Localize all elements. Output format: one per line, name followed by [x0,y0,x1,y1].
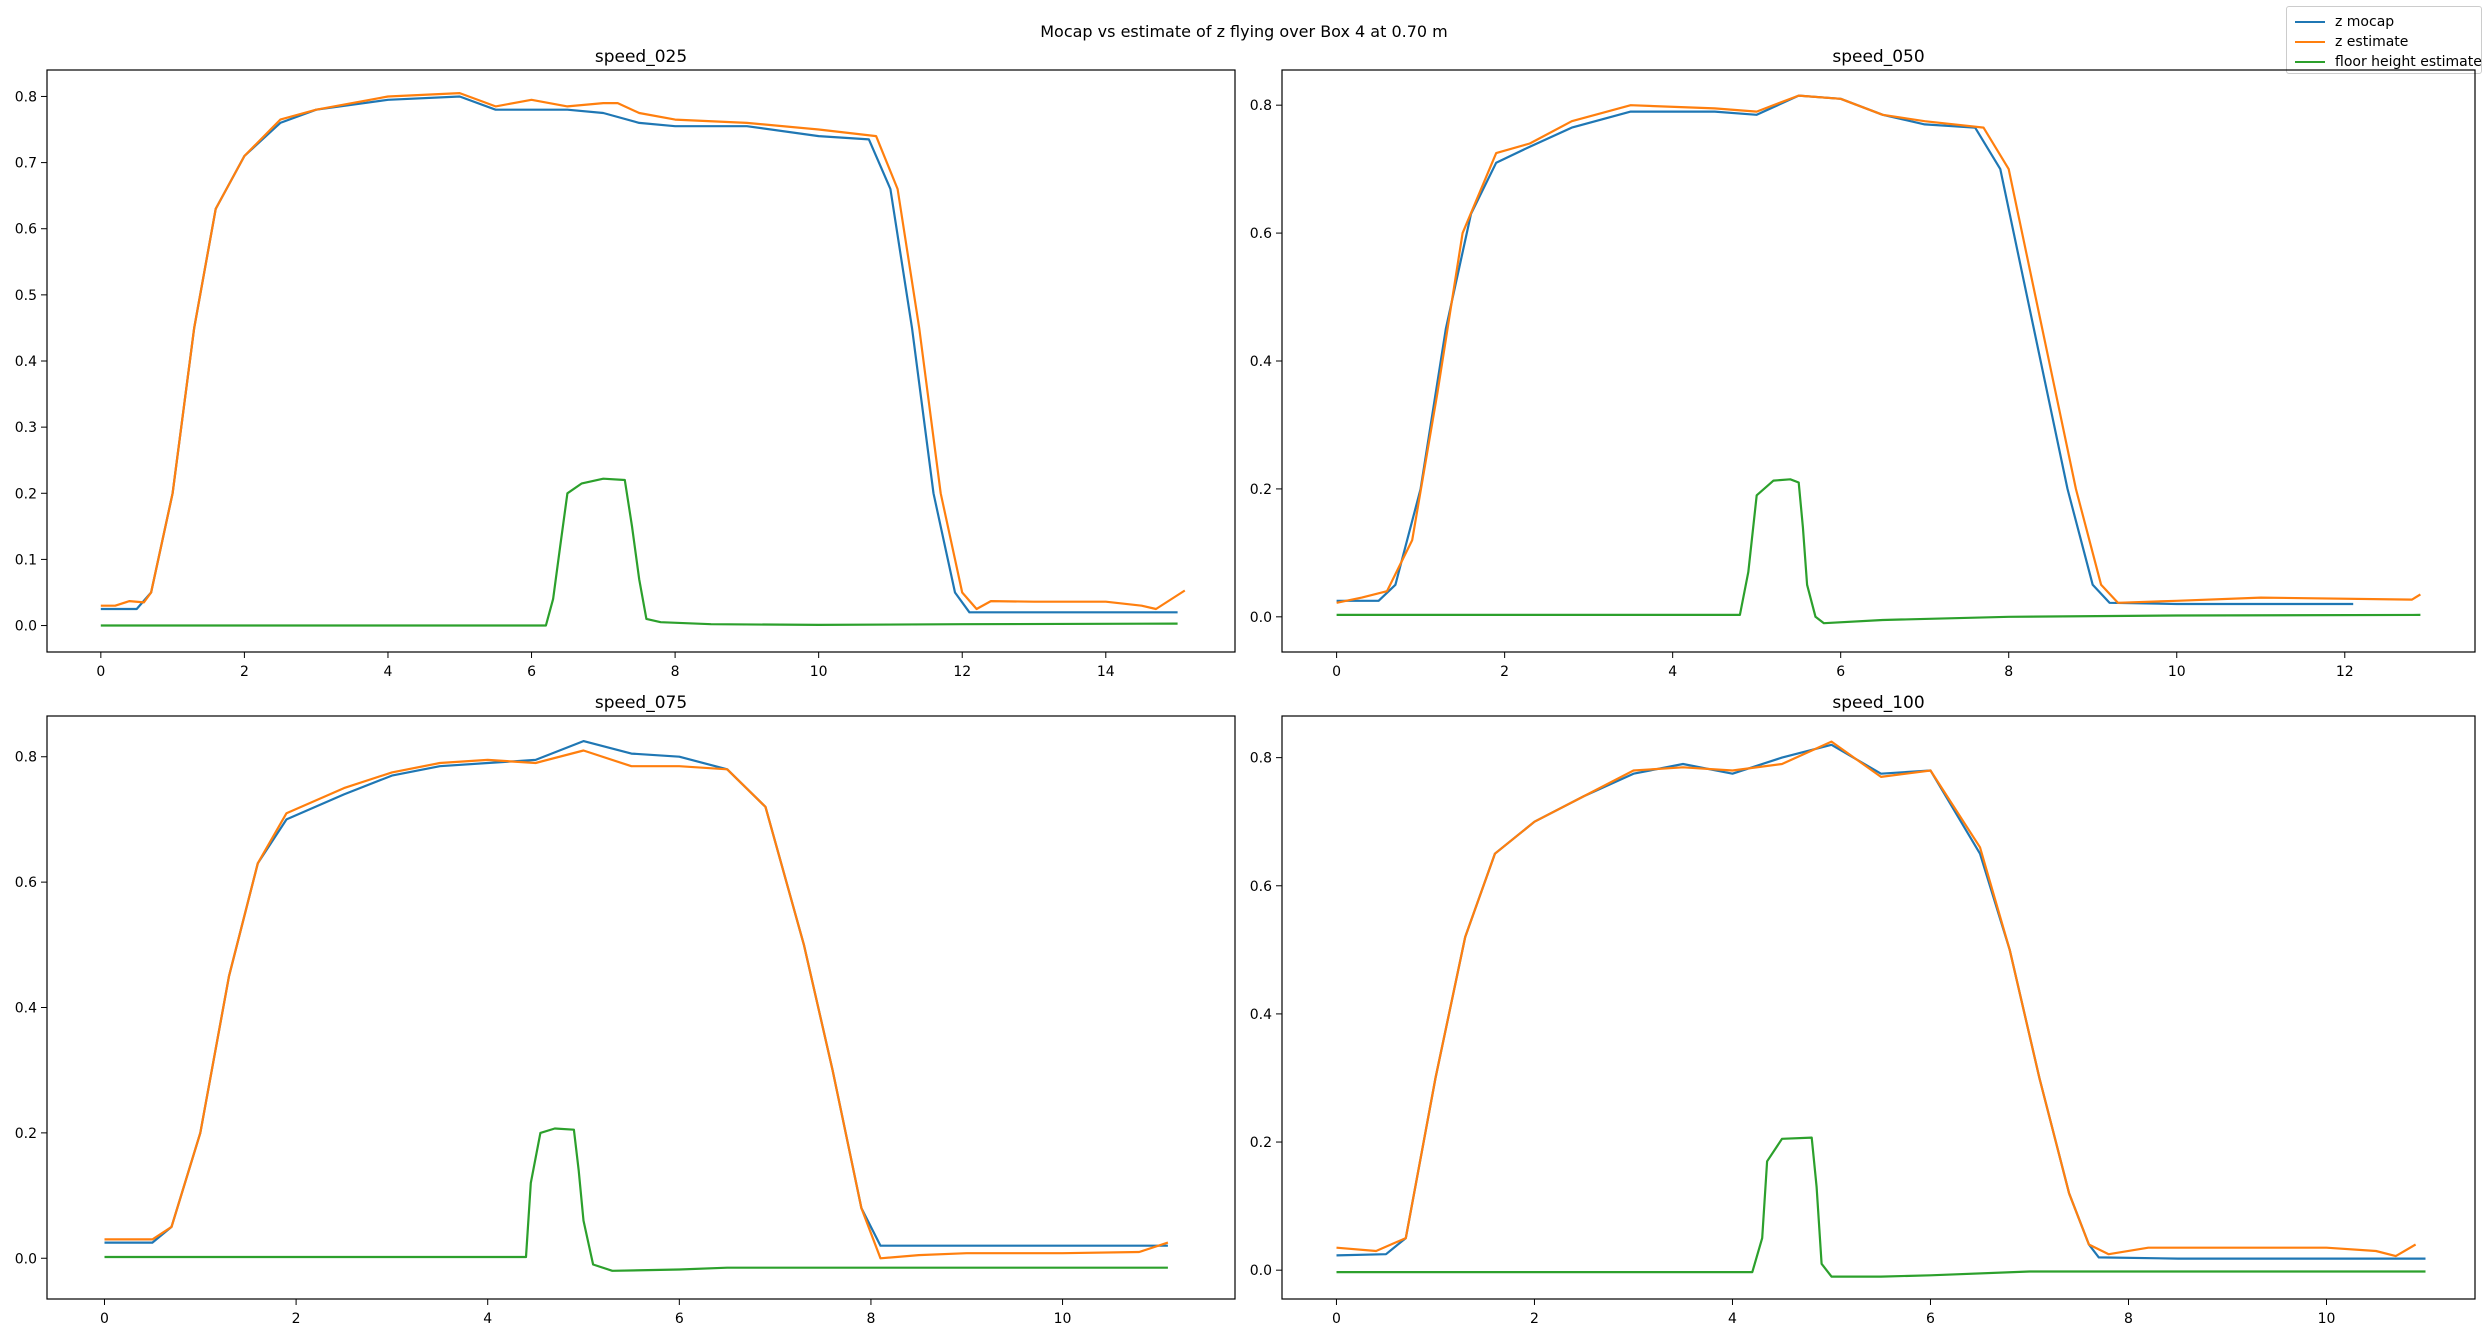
x-tick-label: 0 [1332,1311,1341,1327]
figure-title: Mocap vs estimate of z flying over Box 4… [1040,22,1448,41]
legend: z mocap z estimate floor height estimate [2286,6,2482,74]
y-tick-label: 0.8 [15,750,37,766]
axes-frame [46,715,1236,1300]
legend-item-floor-height-estimate: floor height estimate [2295,53,2482,71]
x-tick-label: 8 [671,664,680,680]
series-line-floor-height-estimate [1336,478,2421,625]
legend-swatch [2295,21,2325,23]
legend-label: z estimate [2335,34,2409,50]
y-tick-label: 0.2 [15,1126,37,1142]
y-tick-label: 0.4 [15,354,37,370]
subplot-speed-075: speed_075 0 2 4 6 8 10 0.0 0.2 0.4 0.6 0.8 [15,693,1236,1327]
subplot-speed-100: speed_100 0 2 4 6 8 10 0.0 0.2 0.4 0.6 0.8 [1250,693,2476,1327]
x-tick-label: 6 [1836,664,1845,680]
subplot-title: speed_050 [1832,47,1924,67]
x-tick-label: 2 [292,1311,301,1327]
series-line-z-mocap [104,740,1168,1247]
x-tick-label: 4 [384,664,393,680]
y-tick-label: 0.2 [1250,482,1272,498]
series-line-z-mocap [1336,743,2426,1260]
y-tick-label: 0.4 [1250,354,1272,370]
series-line-z-estimate [104,749,1169,1260]
legend-swatch [2295,41,2325,43]
series-line-z-estimate [1336,740,2417,1258]
x-tick-label: 2 [240,664,249,680]
x-tick-label: 10 [1054,1311,1072,1327]
y-tick-label: 0.4 [1250,1007,1272,1023]
subplot-speed-050: speed_050 0 2 4 6 8 10 12 0.0 0.2 0.4 0.6 0.8 [1250,47,2476,680]
legend-label: z mocap [2335,14,2395,30]
x-tick-label: 4 [1668,664,1677,680]
x-tick-label: 12 [2336,664,2354,680]
series-line-floor-height-estimate [100,477,1178,627]
legend-label: floor height estimate [2335,54,2482,70]
legend-item-z-estimate: z estimate [2295,33,2408,51]
x-tick-label: 0 [100,1311,109,1327]
legend-swatch [2295,61,2325,63]
y-tick-label: 0.6 [1250,226,1272,242]
y-tick-label: 0.8 [1250,98,1272,114]
y-tick-label: 0.7 [15,156,37,172]
subplot-title: speed_100 [1832,693,1924,713]
y-tick-label: 0.2 [1250,1135,1272,1151]
y-tick-label: 0.0 [15,619,37,635]
y-tick-label: 0.6 [15,222,37,238]
x-tick-label: 14 [1097,664,1115,680]
y-tick-label: 0.6 [15,875,37,891]
series-line-z-mocap [1336,94,2354,606]
x-tick-label: 0 [96,664,105,680]
axes-frame [1281,69,2476,653]
x-tick-label: 12 [953,664,971,680]
x-tick-label: 8 [2004,664,2013,680]
x-tick-label: 6 [1926,1311,1935,1327]
x-tick-label: 2 [1500,664,1509,680]
x-tick-label: 6 [675,1311,684,1327]
x-tick-label: 0 [1332,664,1341,680]
subplot-title: speed_075 [595,693,687,713]
series-line-z-mocap [100,95,1178,614]
x-tick-label: 4 [483,1311,492,1327]
y-tick-label: 0.2 [15,486,37,502]
x-tick-label: 8 [866,1311,875,1327]
subplot-title: speed_025 [595,47,687,67]
y-tick-label: 0.6 [1250,879,1272,895]
y-tick-label: 0.0 [1250,1263,1272,1279]
y-tick-label: 0.4 [15,1001,37,1017]
x-tick-label: 10 [2318,1311,2336,1327]
axes-frame [1281,715,2476,1300]
x-tick-label: 10 [810,664,828,680]
x-tick-label: 2 [1530,1311,1539,1327]
y-tick-label: 0.8 [15,89,37,105]
y-tick-label: 0.0 [1250,610,1272,626]
series-line-floor-height-estimate [1336,1136,2426,1278]
y-tick-label: 0.1 [15,552,37,568]
legend-item-z-mocap: z mocap [2295,13,2394,31]
series-line-z-estimate [1336,94,2421,604]
y-tick-label: 0.0 [15,1251,37,1267]
y-tick-label: 0.5 [15,288,37,304]
x-tick-label: 4 [1728,1311,1737,1327]
x-tick-label: 10 [2168,664,2186,680]
x-tick-label: 8 [2124,1311,2133,1327]
series-line-floor-height-estimate [104,1127,1168,1272]
y-tick-label: 0.8 [1250,751,1272,767]
subplot-speed-025: speed_025 0 2 4 6 8 10 12 14 0.0 0.1 0.2 0.3 0.4 0.5 0.… [15,47,1236,680]
x-tick-label: 6 [527,664,536,680]
y-tick-label: 0.3 [15,420,37,436]
series-line-z-estimate [100,92,1186,611]
axes-frame [46,69,1236,653]
